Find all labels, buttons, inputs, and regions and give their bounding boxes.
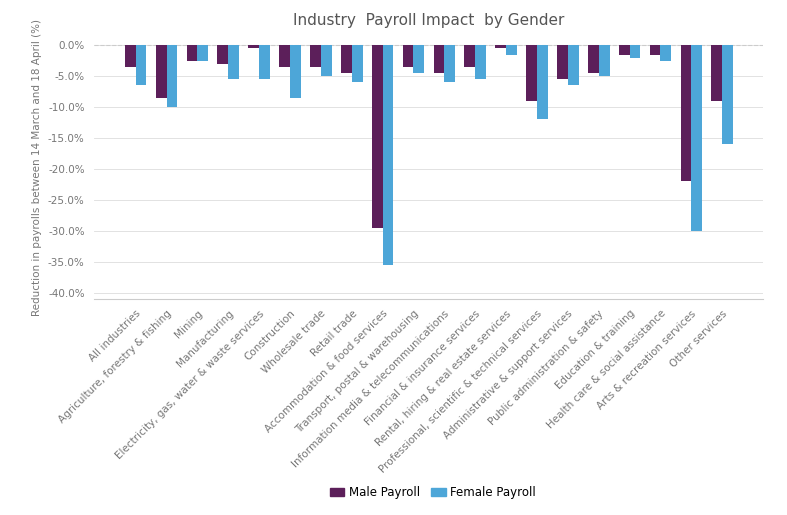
Bar xyxy=(649,45,660,55)
Bar xyxy=(681,45,691,181)
Bar xyxy=(403,45,413,67)
Bar xyxy=(135,45,146,85)
Bar xyxy=(259,45,270,79)
Bar xyxy=(310,45,321,67)
Bar xyxy=(413,45,424,73)
Bar xyxy=(722,45,733,144)
Y-axis label: Reduction in payrolls between 14 March and 18 April (%): Reduction in payrolls between 14 March a… xyxy=(32,19,42,316)
Bar xyxy=(619,45,630,55)
Bar xyxy=(506,45,517,55)
Bar xyxy=(537,45,548,119)
Bar xyxy=(495,45,506,48)
Bar xyxy=(290,45,301,98)
Bar xyxy=(475,45,486,79)
Bar xyxy=(711,45,722,101)
Bar xyxy=(167,45,177,107)
Bar xyxy=(341,45,352,73)
Bar xyxy=(691,45,702,231)
Bar xyxy=(599,45,609,76)
Bar xyxy=(464,45,475,67)
Bar xyxy=(198,45,209,61)
Bar xyxy=(527,45,537,101)
Bar xyxy=(321,45,331,76)
Bar xyxy=(156,45,167,98)
Legend: Male Payroll, Female Payroll: Male Payroll, Female Payroll xyxy=(325,482,541,504)
Bar xyxy=(434,45,445,73)
Bar xyxy=(630,45,641,58)
Bar xyxy=(557,45,568,79)
Bar xyxy=(352,45,363,82)
Bar xyxy=(371,45,382,228)
Bar xyxy=(228,45,239,79)
Bar xyxy=(568,45,578,85)
Title: Industry  Payroll Impact  by Gender: Industry Payroll Impact by Gender xyxy=(294,13,564,28)
Bar xyxy=(217,45,228,64)
Bar xyxy=(279,45,290,67)
Bar xyxy=(249,45,259,48)
Bar xyxy=(445,45,455,82)
Bar xyxy=(660,45,671,61)
Bar xyxy=(187,45,198,61)
Bar xyxy=(125,45,135,67)
Bar xyxy=(588,45,599,73)
Bar xyxy=(382,45,394,265)
